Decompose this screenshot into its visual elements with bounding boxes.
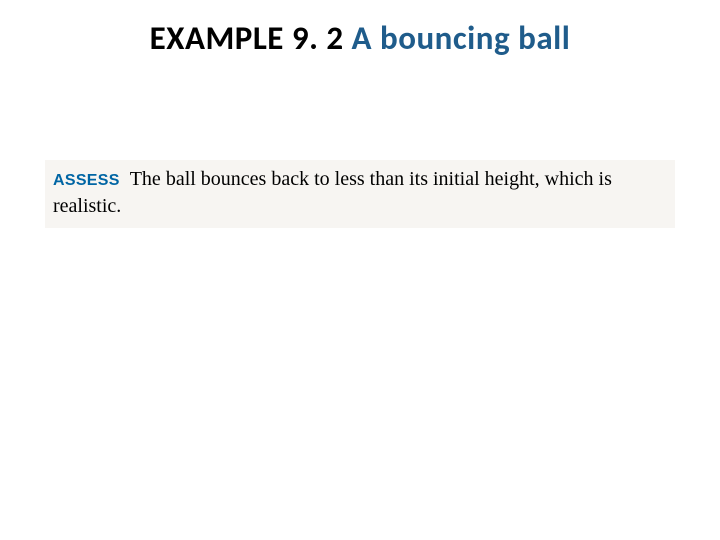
title-prefix: EXAMPLE 9. 2 bbox=[150, 18, 344, 58]
slide-title: EXAMPLE 9. 2 A bouncing ball bbox=[0, 18, 720, 58]
title-rest: A bouncing ball bbox=[344, 18, 571, 58]
assess-text: The ball bounces back to less than its i… bbox=[53, 168, 612, 217]
assess-block: ASSESSThe ball bounces back to less than… bbox=[45, 160, 675, 228]
assess-label: ASSESS bbox=[53, 172, 120, 189]
